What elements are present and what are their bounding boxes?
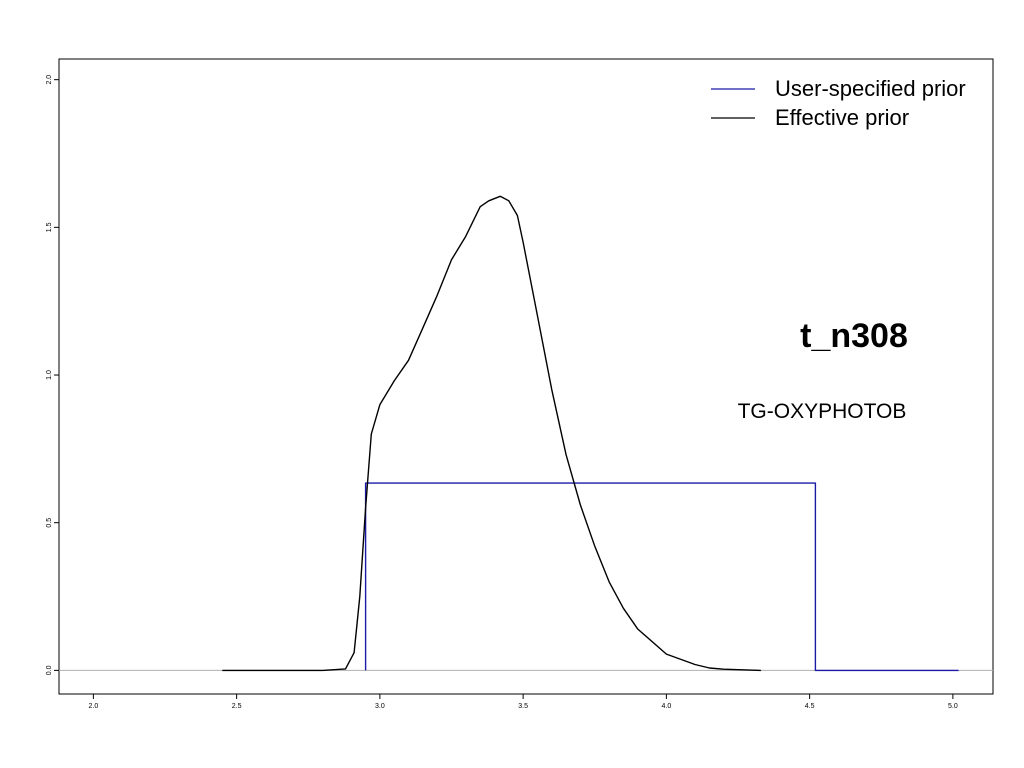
plot-frame bbox=[58, 58, 994, 695]
y-tick-label: 1.5 bbox=[46, 222, 53, 232]
x-tick-label: 4.5 bbox=[805, 703, 815, 710]
chart-title: t_n308 bbox=[800, 317, 908, 355]
y-tick-label: 0.0 bbox=[46, 665, 53, 675]
x-tick-label: 2.0 bbox=[89, 703, 99, 710]
x-tick-label: 3.0 bbox=[375, 703, 385, 710]
y-tick-label: 0.5 bbox=[46, 518, 53, 528]
legend-label-effective-prior: Effective prior bbox=[775, 105, 909, 130]
x-tick-label: 4.0 bbox=[662, 703, 672, 710]
effective-prior-line bbox=[222, 195, 761, 672]
chart-subtitle: TG-OXYPHOTOB bbox=[738, 400, 907, 423]
x-tick-label: 3.5 bbox=[518, 703, 528, 710]
legend-label-user-prior: User-specified prior bbox=[775, 76, 966, 101]
user-specified-prior-line bbox=[364, 482, 959, 672]
x-tick-label: 5.0 bbox=[948, 703, 958, 710]
y-tick-label: 2.0 bbox=[46, 75, 53, 85]
x-tick-label: 2.5 bbox=[232, 703, 242, 710]
y-tick-label: 1.0 bbox=[46, 370, 53, 380]
